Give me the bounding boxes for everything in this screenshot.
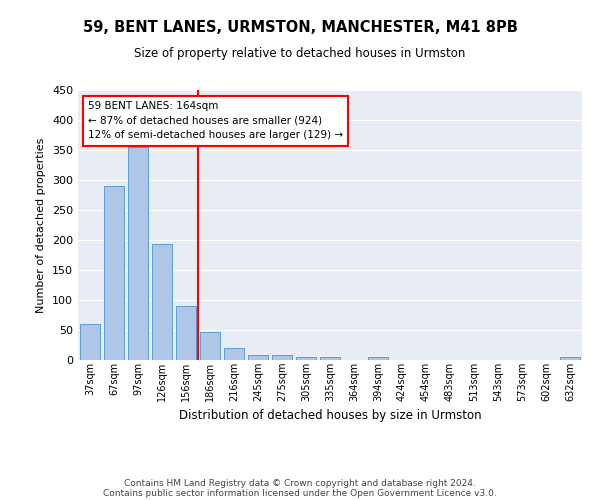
Bar xyxy=(152,244,172,360)
Text: Contains public sector information licensed under the Open Government Licence v3: Contains public sector information licen… xyxy=(103,488,497,498)
Bar xyxy=(224,348,244,360)
Text: Contains HM Land Registry data © Crown copyright and database right 2024.: Contains HM Land Registry data © Crown c… xyxy=(124,478,476,488)
Bar xyxy=(104,186,124,360)
Bar xyxy=(128,147,148,360)
Y-axis label: Number of detached properties: Number of detached properties xyxy=(37,138,46,312)
Bar xyxy=(176,306,196,360)
Bar xyxy=(272,355,292,360)
Text: Size of property relative to detached houses in Urmston: Size of property relative to detached ho… xyxy=(134,48,466,60)
Text: 59, BENT LANES, URMSTON, MANCHESTER, M41 8PB: 59, BENT LANES, URMSTON, MANCHESTER, M41… xyxy=(83,20,517,35)
Text: 59 BENT LANES: 164sqm
← 87% of detached houses are smaller (924)
12% of semi-det: 59 BENT LANES: 164sqm ← 87% of detached … xyxy=(88,101,343,140)
Bar xyxy=(296,357,316,360)
Bar xyxy=(320,357,340,360)
Bar xyxy=(248,354,268,360)
Bar xyxy=(560,357,580,360)
Bar xyxy=(200,332,220,360)
Bar xyxy=(368,357,388,360)
X-axis label: Distribution of detached houses by size in Urmston: Distribution of detached houses by size … xyxy=(179,409,481,422)
Bar xyxy=(80,324,100,360)
